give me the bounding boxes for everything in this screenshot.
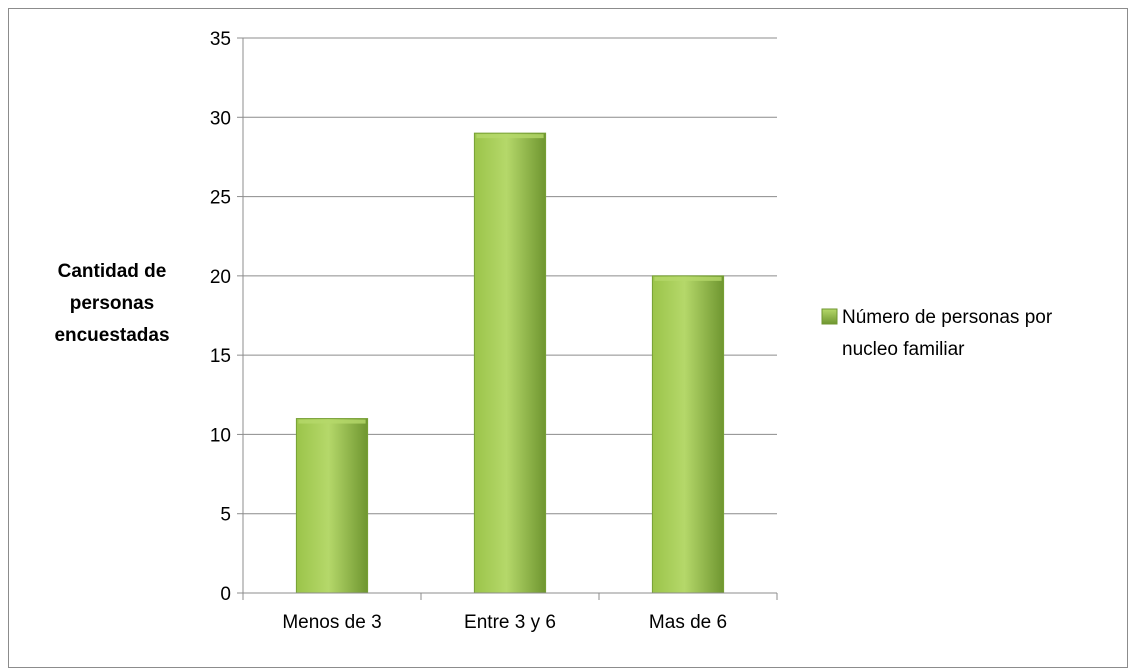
y-tick-label: 10 <box>210 425 231 446</box>
y-tick-label: 30 <box>210 108 231 129</box>
bar <box>651 275 725 594</box>
bars <box>295 132 725 594</box>
legend-label-line-2: nucleo familiar <box>842 339 965 360</box>
bar <box>295 418 369 594</box>
y-tick-label: 0 <box>220 584 231 605</box>
y-tick-label: 35 <box>210 29 231 50</box>
legend-label-line-1: Número de personas por <box>842 307 1053 328</box>
x-tick-labels: Menos de 3 Entre 3 y 6 Mas de 6 <box>282 612 727 633</box>
y-tick-label: 20 <box>210 267 231 288</box>
y-tick-label: 5 <box>220 505 231 526</box>
bar <box>473 132 547 594</box>
y-axis-label-line-1: Cantidad de <box>58 261 167 282</box>
y-tick-labels: 0 5 10 15 20 25 30 35 <box>210 29 231 605</box>
x-tick-label: Mas de 6 <box>649 612 727 633</box>
legend: Número de personas por nucleo familiar <box>821 307 1053 360</box>
y-axis-label-line-2: personas <box>70 293 154 314</box>
chart-frame <box>8 8 1128 668</box>
legend-swatch <box>821 308 838 325</box>
y-tick-label: 15 <box>210 346 231 367</box>
x-tick-label: Menos de 3 <box>282 612 381 633</box>
bar-bevel <box>654 276 722 281</box>
y-tick-label: 25 <box>210 188 231 209</box>
axes <box>242 38 778 600</box>
bar-chart: 0 5 10 15 20 25 30 35 Menos de 3 Entre 3 y 6 Mas … <box>54 29 1053 633</box>
y-axis-label-line-3: encuestadas <box>54 325 169 346</box>
bar-bevel <box>298 419 366 424</box>
x-tick-label: Entre 3 y 6 <box>464 612 556 633</box>
bar-bevel <box>476 134 544 139</box>
